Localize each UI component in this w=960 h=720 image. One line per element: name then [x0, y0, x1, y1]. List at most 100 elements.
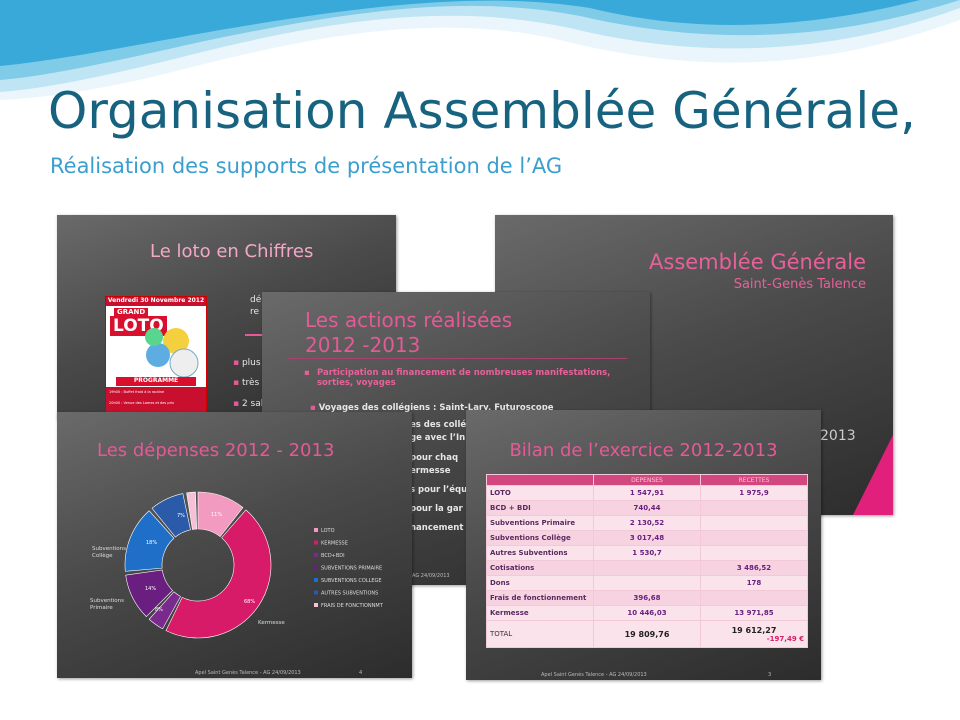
header-row: DEPENSES RECETTES — [486, 474, 808, 486]
legend-label: SUBVENTIONS PRIMAIRE — [321, 566, 382, 572]
bullet-text: 2 sall — [241, 399, 266, 409]
slide-title: Les actions réalisées — [305, 308, 513, 332]
donut-segment — [125, 569, 173, 618]
slide-bilan: Bilan de l’exercice 2012-2013 DEPENSES RE… — [466, 410, 821, 680]
cell: 3 486,52 — [700, 560, 808, 576]
slide-title: Bilan de l’exercice 2012-2013 — [509, 440, 778, 461]
bullet: ▪ plus c — [233, 358, 269, 368]
poster: Vendredi 30 Novembre 2012 GRAND LOTO PRO… — [105, 296, 207, 420]
legend-label: LOTO — [321, 528, 335, 534]
corner-accent — [853, 435, 893, 515]
table-row: Cotisations 3 486,52 — [486, 560, 808, 576]
bullet: ▪ 2 sall — [233, 399, 266, 409]
row-label: Autres Subventions — [486, 545, 594, 561]
row-label: Dons — [486, 575, 594, 591]
fragment: ge avec l’In — [410, 433, 466, 443]
title: Organisation Assemblée Générale, — [48, 82, 916, 140]
legend-label: BCD+BDI — [321, 553, 345, 559]
poster-date: Vendredi 30 Novembre 2012 — [106, 297, 206, 306]
donut-segment — [148, 591, 181, 630]
cell: 1 975,9 — [700, 485, 808, 501]
donut-segment — [186, 491, 198, 530]
percent-label: 11% — [211, 512, 222, 518]
header-cell: RECETTES — [700, 474, 808, 486]
legend-swatch — [314, 603, 318, 607]
slide-title: 2012 -2013 — [305, 333, 421, 357]
lead: ▪ Participation au financement de nombreu… — [304, 368, 611, 388]
poster-balls — [145, 328, 199, 378]
cell: 10 446,03 — [593, 605, 701, 621]
cell — [700, 545, 808, 561]
cell — [700, 530, 808, 546]
fragment: s pour l’équ — [410, 485, 468, 495]
donut-segment — [197, 491, 244, 538]
bullet-text: plus c — [241, 358, 269, 368]
table-row: Kermesse 10 446,03 13 971,85 — [486, 605, 808, 621]
outer-label-line: Collège — [92, 552, 113, 559]
fragment: nancement — [410, 523, 464, 533]
cell: 396,68 — [593, 590, 701, 606]
bilan-table: DEPENSES RECETTES LOTO 1 547,91 1 975,9 BCD +… — [486, 474, 808, 648]
row-label: Frais de fonctionnement — [486, 590, 594, 606]
header-wave — [0, 0, 960, 100]
slide-title: Assemblée Générale — [649, 250, 866, 274]
cell — [700, 500, 808, 516]
poster-line: 20h00 : Venue des Lames et des prix — [109, 401, 175, 405]
footer: AG 24/09/2013 — [412, 573, 450, 579]
fragment: dé — [250, 295, 262, 305]
fragment: re — [250, 307, 260, 317]
page-number: 4 — [359, 670, 363, 676]
balance: -197,49 € — [766, 634, 804, 643]
outer-label-line: Primaire — [90, 605, 113, 611]
legend-swatch — [314, 565, 318, 570]
slide-title: Le loto en Chiffres — [150, 241, 314, 262]
cell: 1 547,91 — [593, 485, 701, 501]
slide-title: Les dépenses 2012 - 2013 — [97, 440, 335, 461]
donut-segment — [124, 510, 175, 572]
table-row: Frais de fonctionnement 396,68 — [486, 590, 808, 606]
table-row: Subventions Primaire 2 130,52 — [486, 515, 808, 531]
cell — [700, 590, 808, 606]
footer: Apel Saint Genès Talence - AG 24/09/2013 — [195, 670, 301, 676]
bullet: ▪ Voyages des collégiens : Saint-Lary, F… — [310, 403, 554, 413]
poster-line: 19h00 : Buffet froid à la routine — [109, 390, 165, 394]
outer-label-line: Subventions — [90, 598, 124, 604]
cell: 19 809,76 — [593, 620, 701, 648]
donut-chart: 11%68%8%14%18%7%Subventions CollègeSubven… — [90, 491, 384, 639]
outer-label: Subventions Primaire — [90, 598, 124, 611]
row-label: TOTAL — [486, 620, 594, 648]
legend-swatch — [314, 528, 318, 532]
legend-label: AUTRES SUBVENTIONS — [321, 591, 378, 597]
footer: Apel Saint Genès Talence - AG 24/09/2013 — [541, 672, 647, 678]
cell: 3 017,48 — [593, 530, 701, 546]
lead-text: Participation au financement de nombreus… — [317, 368, 611, 388]
slide-depenses: Les dépenses 2012 - 2013 11% 68% 8% 14% 18% 7… — [57, 412, 412, 678]
fragment: ermesse — [410, 466, 451, 476]
donut-segment — [151, 493, 191, 538]
cell: 178 — [700, 575, 808, 591]
percent-label: 14% — [145, 586, 156, 592]
row-label: Kermesse — [486, 605, 594, 621]
cell: 19 612,27 -197,49 € — [700, 620, 808, 648]
table-row: LOTO 1 547,91 1 975,9 — [486, 485, 808, 501]
percent-label: 68% — [244, 599, 255, 605]
legend-label: FRAIS DE FONCTIONNMT — [321, 603, 384, 609]
cell: 2 130,52 — [593, 515, 701, 531]
row-label: Cotisations — [486, 560, 594, 576]
outer-label: Kermesse — [258, 620, 285, 626]
slide-subtitle: Saint-Genès Talence — [733, 277, 866, 292]
table-row: Dons 178 — [486, 575, 808, 591]
subtitle: Réalisation des supports de présentation… — [50, 154, 563, 178]
percent-label: 8% — [155, 607, 163, 613]
cell — [593, 560, 701, 576]
total-row: TOTAL 19 809,76 19 612,27 -197,49 € — [486, 620, 808, 648]
cell — [593, 575, 701, 591]
cell — [700, 515, 808, 531]
fragment: pour chaq — [410, 453, 459, 463]
bullet: ▪ très n — [233, 378, 268, 388]
table-row: Subventions Collège 3 017,48 — [486, 530, 808, 546]
table-row: BCD + BDI 740,44 — [486, 500, 808, 516]
cell: 13 971,85 — [700, 605, 808, 621]
cell: 740,44 — [593, 500, 701, 516]
